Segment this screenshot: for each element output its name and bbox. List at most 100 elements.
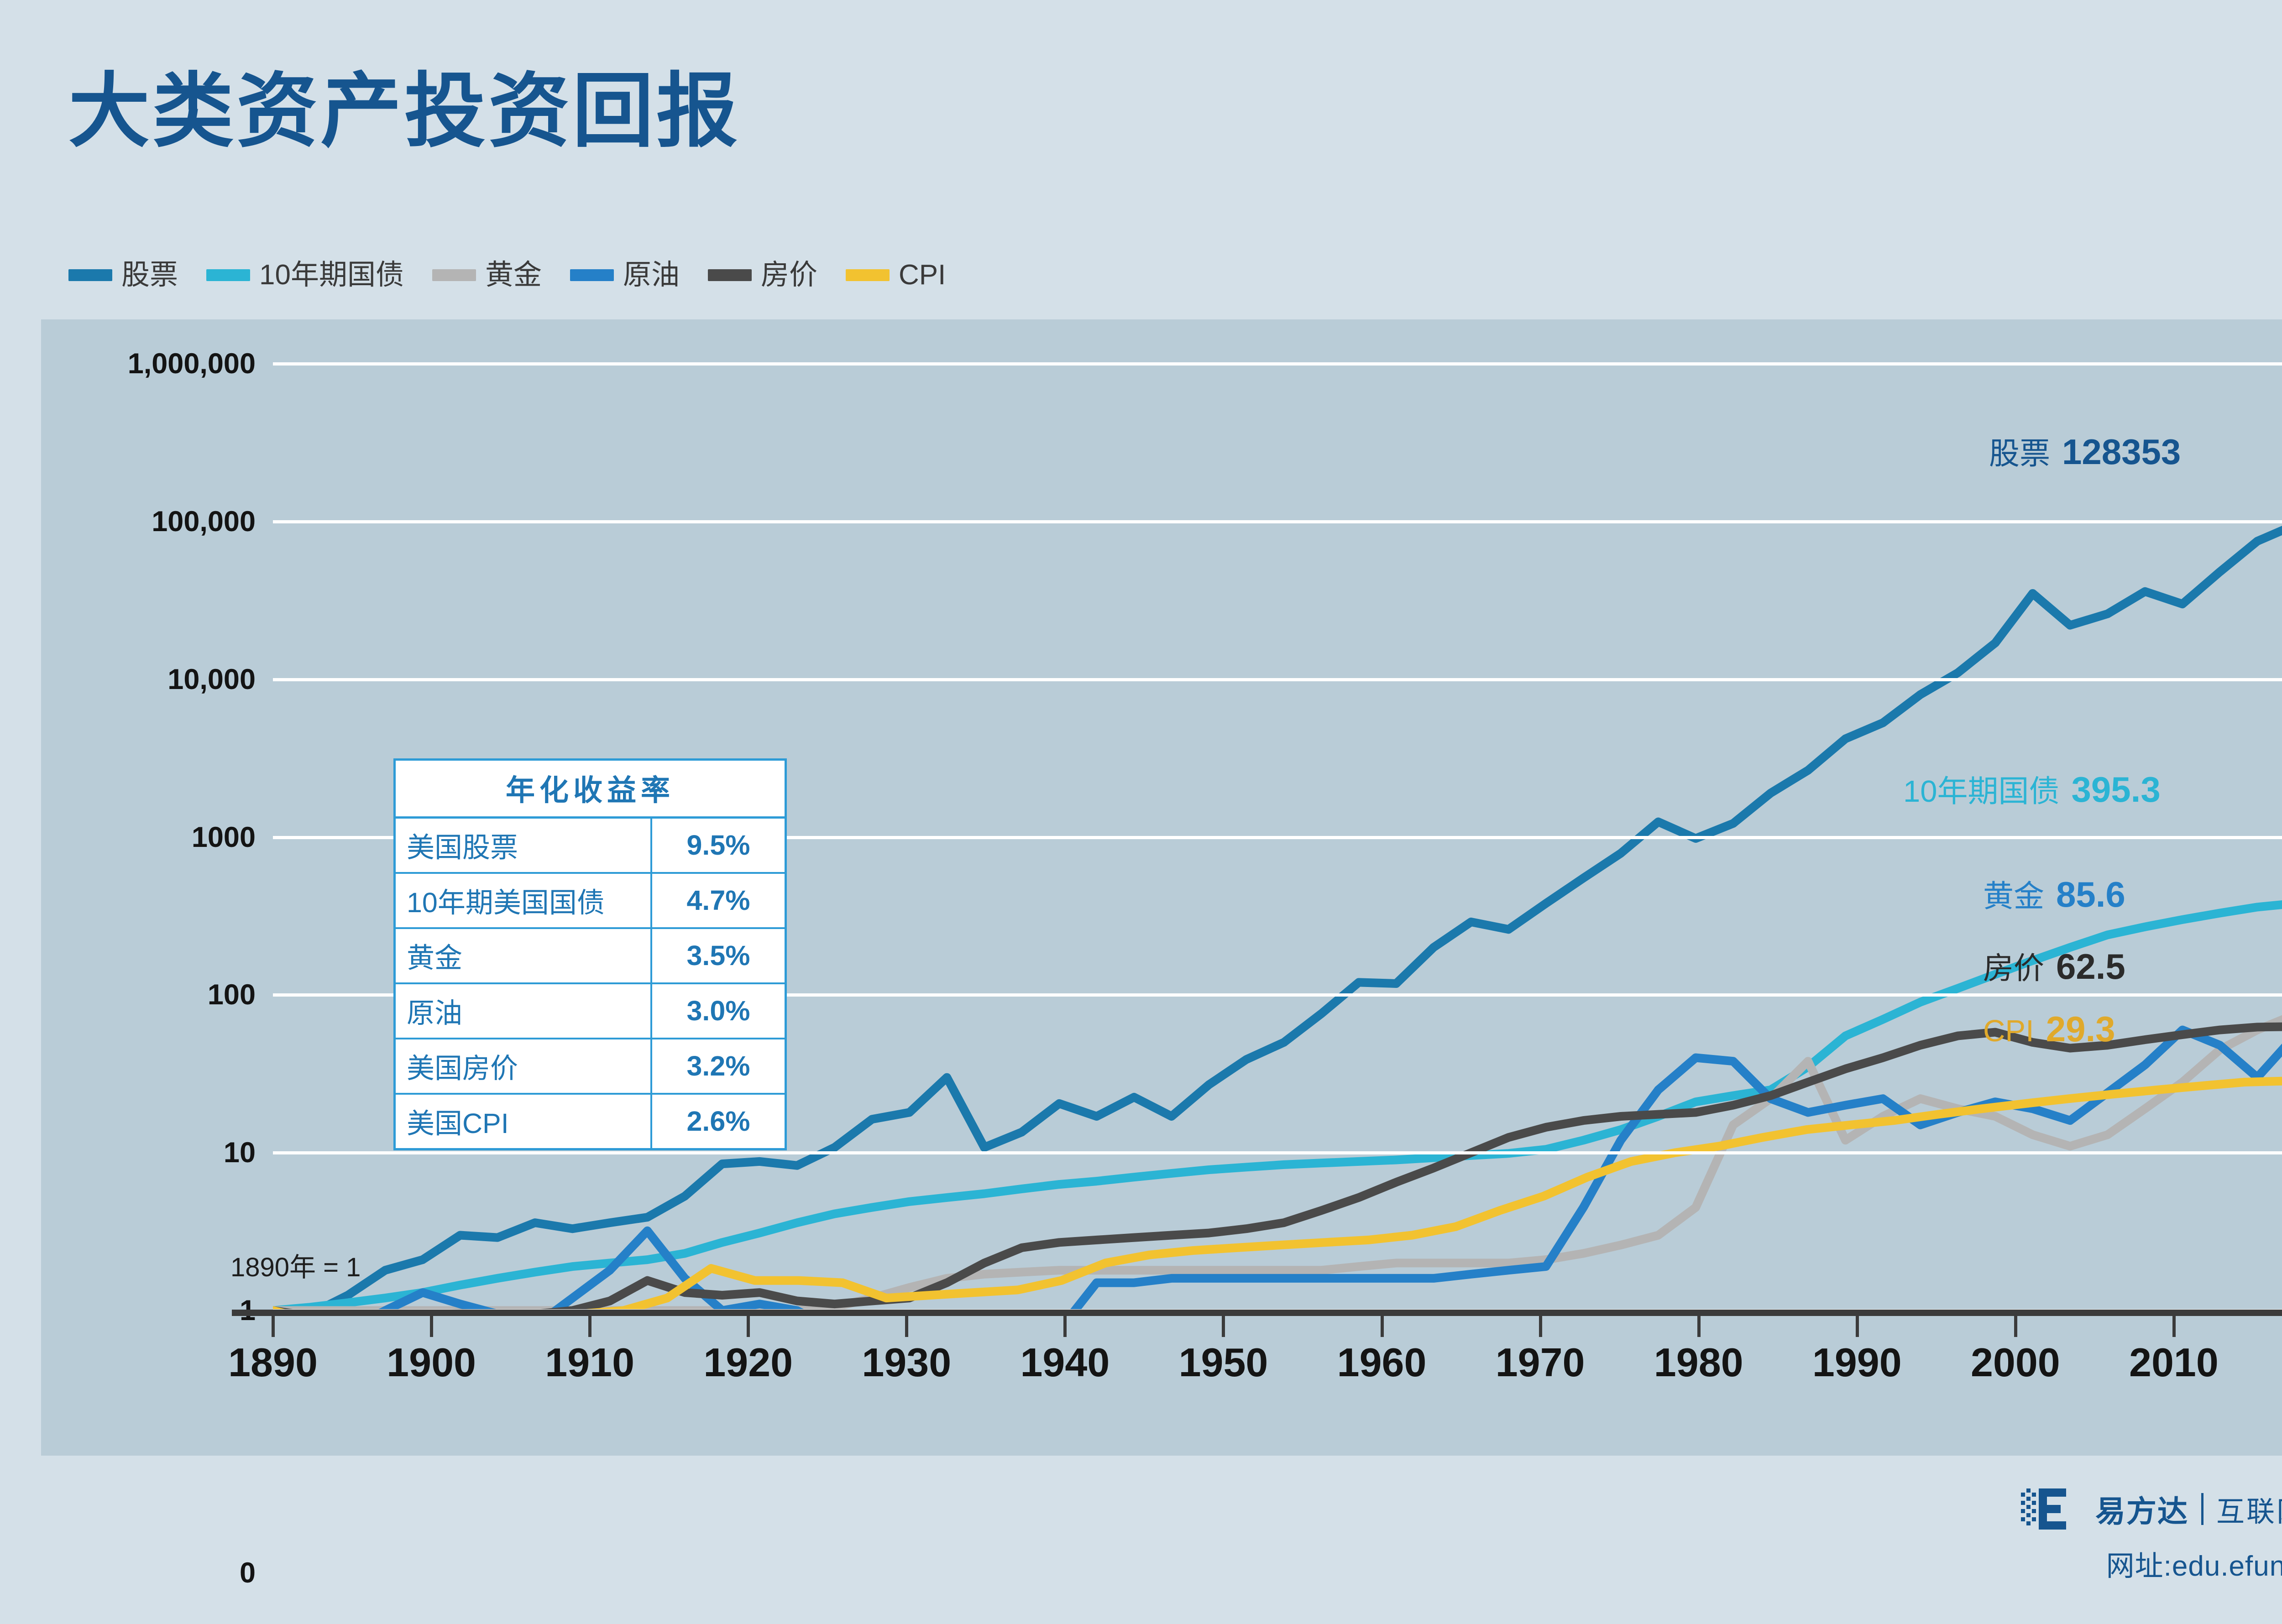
series-line-房价 — [273, 1022, 2282, 1311]
x-axis-tick-label: 1920 — [703, 1340, 793, 1385]
legend-label-house-price: 房价 — [761, 259, 818, 291]
chart-legend: 股票 10年期国债 黄金 原油 房价 CPI — [68, 261, 946, 289]
legend-item-house-price[interactable]: 房价 — [708, 261, 817, 289]
gridline — [273, 678, 2282, 681]
footer-site-url: 网址:edu.efunds .com.cn — [2106, 1551, 2282, 1582]
return-row-value: 3.2% — [651, 1038, 785, 1094]
end-label-gold-value: 85.6 — [2056, 874, 2125, 914]
x-axis-tick — [2172, 1316, 2176, 1337]
legend-swatch-oil — [570, 269, 614, 281]
end-label-cpi: CPI 29.3 — [1983, 1008, 2115, 1050]
efunds-logo-icon — [2020, 1488, 2066, 1530]
return-row-name: 美国CPI — [396, 1093, 652, 1148]
gridline — [273, 520, 2282, 523]
x-axis-tick — [1697, 1316, 1701, 1337]
x-axis-tick-label: 1970 — [1495, 1340, 1585, 1385]
x-axis-tick — [588, 1316, 592, 1337]
x-axis-tick-label: 1930 — [862, 1340, 952, 1385]
legend-item-gold[interactable]: 黄金 — [432, 261, 542, 289]
x-axis-tick — [905, 1316, 909, 1337]
table-row: 10年期美国国债 4.7% — [396, 872, 785, 928]
return-row-value: 3.5% — [651, 927, 785, 983]
return-table-header: 年化收益率 — [396, 761, 785, 819]
x-axis-tick-label: 1940 — [1020, 1340, 1110, 1385]
legend-swatch-stocks — [68, 269, 112, 281]
x-axis-tick — [1380, 1316, 1384, 1337]
x-axis-tick — [430, 1316, 434, 1337]
gridline — [273, 993, 2282, 997]
y-axis-tick-label: 100,000 — [152, 505, 256, 538]
series-line-股票 — [273, 526, 2282, 1311]
return-row-name: 10年期美国国债 — [396, 872, 652, 928]
legend-label-oil: 原油 — [623, 259, 680, 291]
gridline — [273, 1151, 2282, 1155]
legend-item-bonds[interactable]: 10年期国债 — [206, 261, 404, 289]
end-label-house-price-value: 62.5 — [2056, 946, 2125, 987]
legend-label-stocks: 股票 — [121, 259, 178, 291]
x-axis-tick-label: 2000 — [1970, 1340, 2060, 1385]
table-row: 美国房价 3.2% — [396, 1038, 785, 1094]
y-axis-tick-label: 0 — [239, 1557, 256, 1589]
return-row-value: 9.5% — [651, 816, 785, 873]
return-row-name: 美国股票 — [396, 816, 652, 873]
legend-label-cpi: CPI — [899, 259, 946, 291]
legend-swatch-gold — [432, 269, 476, 281]
series-line-黄金 — [273, 1015, 2282, 1311]
x-axis-tick-label: 1890 — [228, 1340, 318, 1385]
end-label-stocks-name: 股票 — [1989, 437, 2050, 471]
end-label-bonds-value: 395.3 — [2071, 769, 2161, 809]
end-label-gold-name: 黄金 — [1983, 879, 2044, 914]
table-row: 原油 3.0% — [396, 982, 785, 1039]
footer: 易方达 互联网投教基地 网址:edu.efunds .com.cn — [2020, 1487, 2282, 1584]
end-label-house-price-name: 房价 — [1983, 951, 2044, 986]
y-axis-tick-label: 1,000,000 — [127, 348, 256, 380]
brand-name: 易方达 — [2095, 1494, 2188, 1528]
end-label-cpi-name: CPI — [1983, 1014, 2034, 1048]
return-row-value: 2.6% — [651, 1093, 785, 1148]
series-lines — [273, 526, 2282, 1311]
x-axis-tick-label: 1990 — [1812, 1340, 1902, 1385]
end-label-stocks-value: 128353 — [2062, 432, 2181, 472]
x-axis-tick — [2014, 1316, 2017, 1337]
table-row: 美国CPI 2.6% — [396, 1093, 785, 1148]
end-label-cpi-value: 29.3 — [2046, 1009, 2115, 1049]
end-label-gold: 黄金 85.6 — [1983, 872, 2125, 916]
x-axis-tick — [1063, 1316, 1067, 1337]
x-axis-tick-label: 1910 — [545, 1340, 635, 1385]
legend-swatch-bonds — [206, 269, 251, 281]
end-label-stocks: 股票 128353 — [1989, 429, 2181, 473]
legend-label-gold: 黄金 — [485, 259, 542, 291]
y-axis-tick-label: 10 — [223, 1137, 256, 1169]
footer-divider — [2201, 1493, 2203, 1525]
plot-area — [273, 362, 2282, 1312]
footer-tagline: 互联网投教基地 — [2216, 1496, 2282, 1528]
return-row-name: 原油 — [396, 982, 652, 1039]
return-row-name: 美国房价 — [396, 1038, 652, 1094]
return-row-value: 3.0% — [651, 982, 785, 1039]
y-axis-tick-label: 100 — [207, 979, 256, 1011]
x-axis-line — [232, 1310, 2282, 1316]
x-axis-tick — [1539, 1316, 1542, 1337]
x-axis-tick-label: 1960 — [1337, 1340, 1427, 1385]
y-axis-tick-label: 1000 — [191, 821, 256, 853]
table-row: 美国股票 9.5% — [396, 816, 785, 873]
legend-item-oil[interactable]: 原油 — [570, 261, 680, 289]
x-axis-tick-label: 2010 — [2129, 1340, 2219, 1385]
legend-label-bonds: 10年期国债 — [259, 259, 404, 291]
x-axis-tick — [1855, 1316, 1859, 1337]
legend-item-cpi[interactable]: CPI — [846, 261, 946, 289]
end-label-bonds: 10年期国债 395.3 — [1903, 767, 2161, 811]
baseline-note: 1890年 = 1 — [230, 1253, 361, 1282]
gridline — [273, 362, 2282, 366]
legend-swatch-cpi — [846, 269, 890, 281]
page-title: 大类资产投资回报 — [68, 66, 740, 157]
table-row: 黄金 3.5% — [396, 927, 785, 983]
x-axis-tick-label: 1950 — [1178, 1340, 1268, 1385]
legend-item-stocks[interactable]: 股票 — [68, 261, 178, 289]
end-label-house-price: 房价 62.5 — [1983, 944, 2125, 988]
return-row-name: 黄金 — [396, 927, 652, 983]
annualized-return-table: 年化收益率 美国股票 9.5% 10年期美国国债 4.7% 黄金 3.5% 原油… — [393, 758, 787, 1150]
x-axis-tick — [272, 1316, 275, 1337]
